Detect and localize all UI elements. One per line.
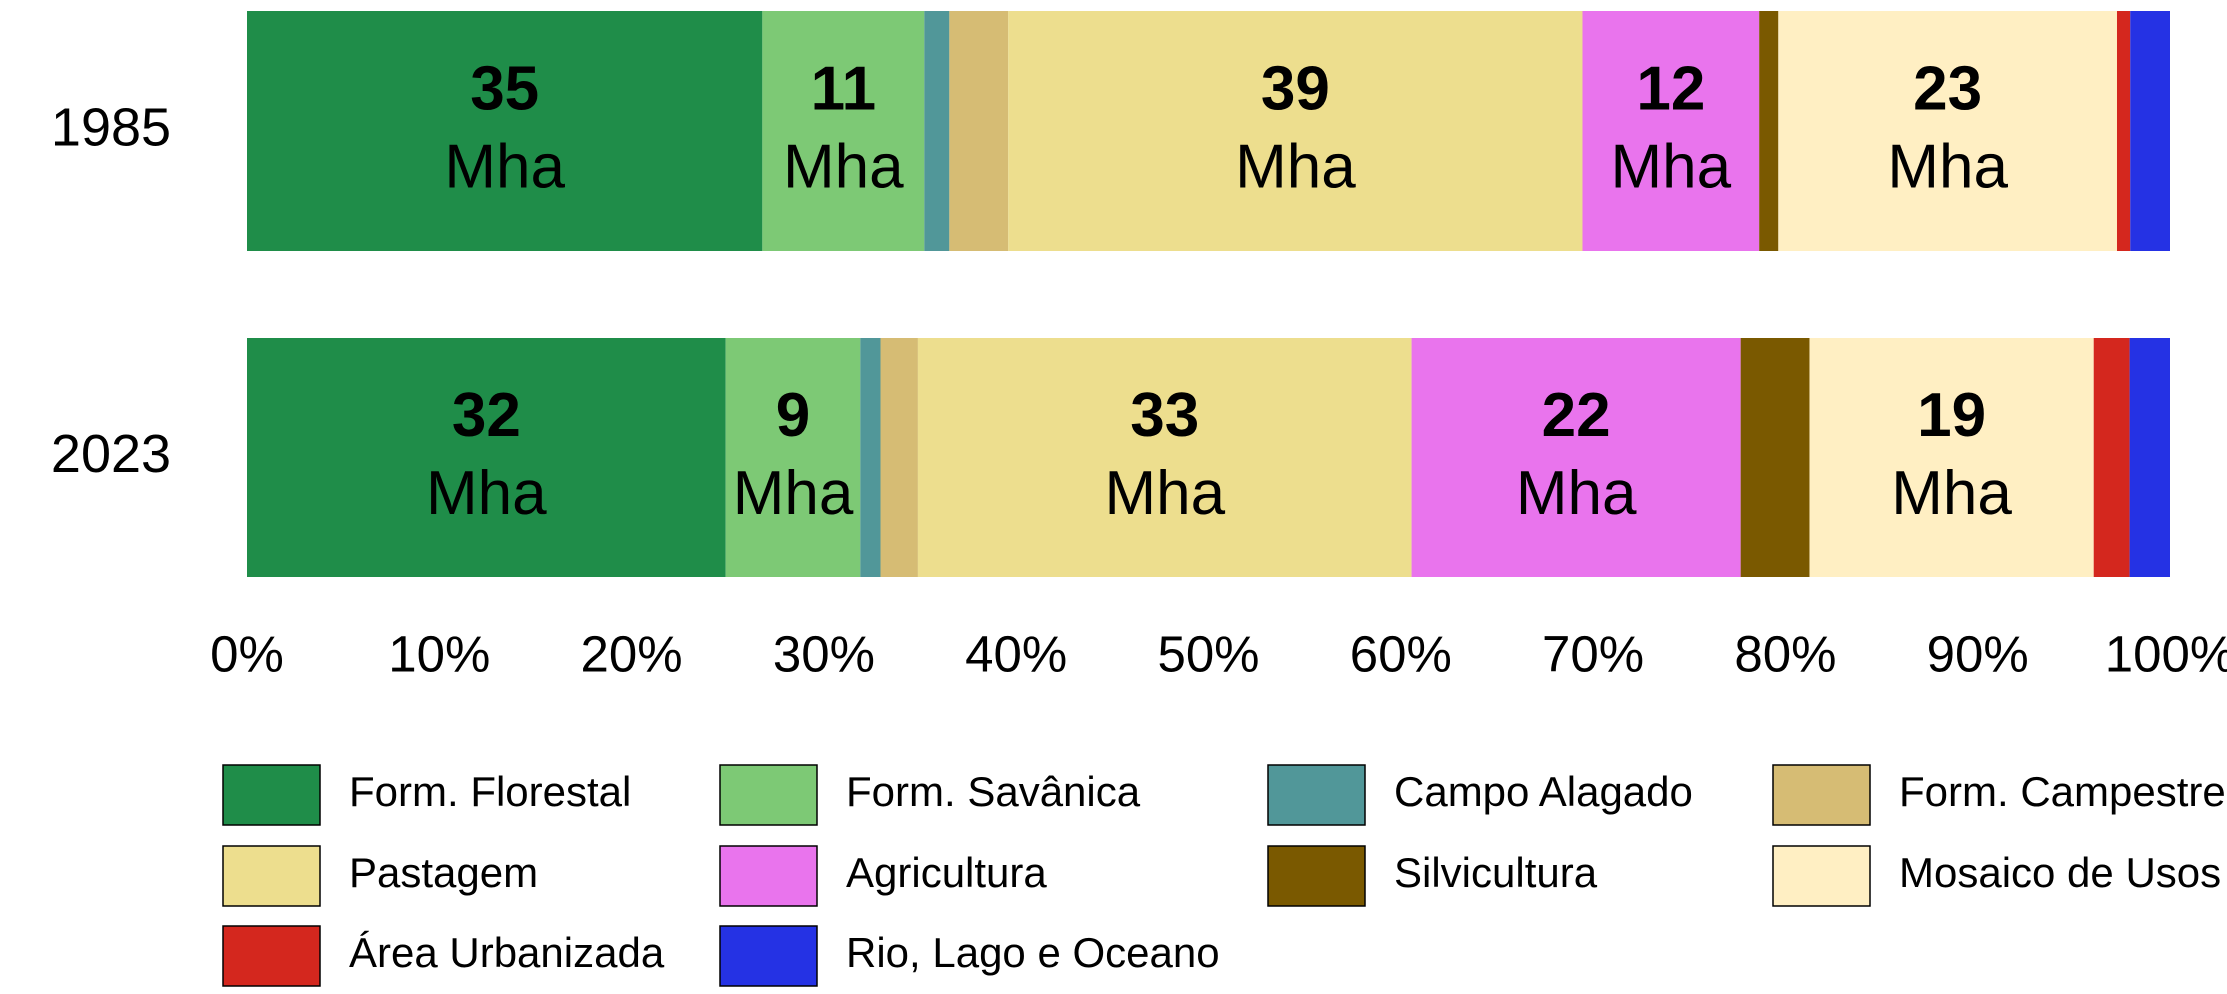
value-unit: Mha [1235,132,1356,201]
bar-segment [247,11,763,251]
bar-segment [2093,338,2130,577]
bar-segment [1582,11,1760,251]
bar-segment [917,338,1412,577]
legend-label: Pastagem [349,849,538,896]
legend-swatch [719,845,818,907]
bar-segment [2130,11,2170,251]
legend-label: Rio, Lago e Oceano [846,929,1220,976]
x-tick-label: 20% [581,625,683,682]
y-tick-label: 1985 [51,97,171,157]
value-label: 22 [1542,381,1611,450]
x-tick-label: 100% [2105,625,2227,682]
bar-segment [1008,11,1583,251]
legend-label: Silvicultura [1394,849,1598,896]
bar-segment [880,338,918,577]
value-label: 35 [470,54,539,123]
value-label: 19 [1917,381,1986,450]
legend-swatch [719,925,818,987]
x-tick-label: 50% [1157,625,1259,682]
legend-label: Form. Savânica [846,768,1141,815]
value-unit: Mha [733,459,854,528]
bar-segment [860,338,881,577]
value-unit: Mha [1516,459,1637,528]
x-tick-label: 40% [965,625,1067,682]
value-unit: Mha [1887,132,2008,201]
bar-segment [1778,11,2117,251]
x-tick-label: 60% [1350,625,1452,682]
x-tick-label: 0% [210,625,284,682]
legend-label: Área Urbanizada [349,929,665,976]
bar-segment [762,11,925,251]
legend-label: Campo Alagado [1394,768,1693,815]
value-unit: Mha [1104,459,1225,528]
bar-segment [1809,338,2094,577]
x-tick-label: 90% [1927,625,2029,682]
y-tick-label: 2023 [51,424,171,484]
bar-segment [2116,11,2131,251]
value-unit: Mha [1891,459,2012,528]
bar-segment [1759,11,1779,251]
value-unit: Mha [1611,132,1732,201]
value-label: 32 [452,381,521,450]
legend-label: Form. Florestal [349,768,631,815]
value-label: 33 [1130,381,1199,450]
value-label: 39 [1261,54,1330,123]
bar-segment [949,11,1009,251]
value-label: 9 [776,381,810,450]
value-label: 12 [1636,54,1705,123]
value-unit: Mha [783,132,904,201]
value-unit: Mha [426,459,547,528]
bar-segment [1740,338,1810,577]
legend-swatch [1772,764,1871,826]
value-label: 23 [1913,54,1982,123]
value-label: 11 [811,54,877,123]
bar-segment [247,338,726,577]
legend-swatch [222,764,321,826]
x-tick-label: 80% [1734,625,1836,682]
bar-segment [1411,338,1741,577]
legend-swatch [1267,764,1366,826]
bar-segment [725,338,861,577]
x-tick-label: 30% [773,625,875,682]
legend-swatch [1267,845,1366,907]
legend-swatch [719,764,818,826]
bar-segment [2129,338,2170,577]
legend-label: Form. Campestre [1899,768,2226,815]
value-unit: Mha [444,132,565,201]
bar-segment [924,11,950,251]
legend-label: Mosaico de Usos [1899,849,2221,896]
legend-swatch [1772,845,1871,907]
x-tick-label: 10% [388,625,490,682]
legend-label: Agricultura [846,849,1047,896]
x-tick-label: 70% [1542,625,1644,682]
legend-swatch [222,845,321,907]
legend-swatch [222,925,321,987]
